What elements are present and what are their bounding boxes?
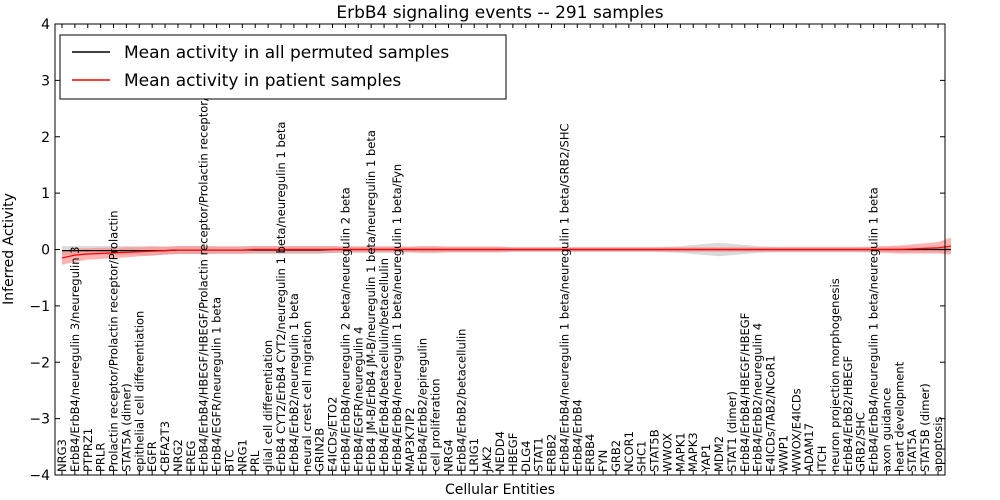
x-tick-label: WWP1: [776, 435, 790, 472]
y-ticks: −4 −3 −2 −1 0 1 2 3 4: [29, 17, 945, 484]
x-tick-label: GRB2/SHC: [854, 412, 868, 472]
x-tick-label: ErbB4/EGFR/neuregulin 1 beta: [210, 297, 224, 472]
x-tick-label: GRB2: [609, 440, 623, 472]
x-tick-label: EGFR: [145, 441, 159, 472]
plot-frame: [54, 23, 946, 476]
x-tick-label: axon guidance: [879, 388, 893, 472]
x-tick-label: MDM2: [712, 436, 726, 472]
x-tick-label: ErbB4/ErbB2/epiregulin: [416, 338, 430, 472]
x-tick-label: PRL: [248, 450, 262, 472]
x-tick-label: ErbB4/ErbB2/neuregulin 1 beta: [287, 293, 301, 472]
series-lines: [61, 245, 951, 259]
legend-box: [59, 34, 507, 100]
x-tick-label: GRIN2B: [313, 428, 327, 472]
y-tick-label: 4: [41, 17, 50, 33]
x-tick-label: BTC: [222, 450, 236, 472]
x-tick-label: STAT1 (dimer): [725, 391, 739, 472]
x-tick-label: NRG2: [171, 439, 185, 472]
x-tick-label: ErbB4/ErbB4/HBEGF/HBEGF: [738, 313, 752, 472]
x-tick-label: ERBB4: [583, 434, 597, 472]
y-tick-label: −1: [29, 299, 50, 315]
legend-label-permuted: Mean activity in all permuted samples: [124, 43, 449, 63]
x-tick-label: ErbB4/ErbB4/neuregulin 3/neuregulin 3: [68, 246, 82, 472]
y-tick-label: 0: [41, 243, 50, 259]
x-tick-label: ErbB4/ErbB4/neuregulin 2 beta/neuregulin…: [338, 187, 352, 472]
x-tick-label: NCOR1: [622, 431, 636, 472]
x-tick-label: Prolactin receptor/Prolactin receptor/Pr…: [107, 210, 121, 472]
y-tick-label: 2: [41, 130, 50, 146]
legend: Mean activity in all permuted samples Me…: [59, 34, 507, 100]
x-tick-label: JAK2: [480, 446, 494, 473]
confidence-bands: [62, 237, 951, 265]
x-tick-label: WWOX: [660, 433, 674, 472]
x-axis-label: Cellular Entities: [445, 482, 555, 498]
x-tick-label: ErbB4/ErbB4/neuregulin 1 beta/neuregulin…: [867, 187, 881, 472]
x-tick-label: ErbB4/ErbB4/neuregulin 1 beta/neuregulin…: [390, 164, 404, 472]
x-tick-label: ErbB4 JM-B/ErbB4 JM-B/neuregulin 1 beta/…: [364, 130, 378, 472]
x-tick-label: apoptosis: [931, 417, 945, 472]
x-tick-label: ErbB4/EGFR/neuregulin 4: [351, 327, 365, 472]
x-tick-label: MAP3K7IP2: [403, 407, 417, 472]
line-series-1: [61, 245, 951, 259]
x-tick-label: FYN: [596, 450, 610, 472]
x-tick-label: STAT5B: [648, 429, 662, 472]
x-tick-label: ErbB4/ErbB2/HBEGF: [841, 356, 855, 472]
x-tick-label: NRG3: [55, 439, 69, 472]
x-tick-label: E4ICDs/TAB2/NCoR1: [764, 355, 778, 472]
legend-label-patient: Mean activity in patient samples: [124, 71, 401, 91]
x-tick-label: ADAM17: [802, 423, 816, 472]
x-tick-label: neuron projection morphogenesis: [828, 278, 842, 472]
x-tick-label: HBEGF: [506, 433, 520, 472]
x-tick-label: NRG4: [441, 439, 455, 472]
x-tick-label: ErbB4/ErbB2/betacellulin: [454, 329, 468, 472]
x-tick-label: NRG1: [235, 439, 249, 472]
x-tick-label: DLG4: [519, 441, 533, 473]
x-tick-label: ErbB4/ErbB4: [570, 399, 584, 472]
x-tick-label: MAPK1: [673, 432, 687, 472]
x-tick-label: E4ICDs/ETO2: [326, 397, 340, 472]
x-tick-label: PRLR: [94, 443, 108, 472]
y-tick-label: 3: [41, 73, 50, 89]
x-tick-label: WWOX/E4ICDs: [789, 388, 803, 472]
x-tick-label: NEDD4: [493, 431, 507, 472]
x-tick-label: STAT5B (dimer): [918, 383, 932, 472]
chart-title: ErbB4 signaling events -- 291 samples: [336, 3, 663, 23]
x-tick-label: STAT1: [532, 437, 546, 472]
band-series-1: [62, 237, 951, 265]
x-tick-label: STAT5A (dimer): [119, 383, 133, 472]
x-tick-label: SHC1: [635, 441, 649, 472]
x-tick-label: ErbB4/ErbB4/betacellulin/betacellulin: [377, 258, 391, 472]
x-tick-label: neural crest cell migration: [300, 321, 314, 472]
x-tick-label: STAT5A: [905, 429, 919, 472]
x-tick-label: ErbB4/ErbB2/neuregulin 4: [751, 323, 765, 472]
y-tick-label: −3: [29, 412, 50, 428]
x-tick-label: LRIG1: [467, 438, 481, 472]
y-tick-label: 1: [41, 186, 50, 202]
x-tick-label: PTPRZ1: [81, 428, 95, 472]
x-tick-label: ITCH: [815, 446, 829, 472]
y-tick-label: −2: [29, 355, 50, 371]
x-tick-label: glial cell differentiation: [261, 340, 275, 472]
y-axis-label: Inferred Activity: [1, 193, 17, 305]
y-tick-label: −4: [29, 468, 50, 484]
x-tick-label: CBFA2T3: [158, 421, 172, 472]
x-tick-label: MAPK3: [686, 432, 700, 472]
x-tick-label: EREG: [184, 441, 198, 472]
x-tick-label: cell proliferation: [429, 378, 443, 472]
x-tick-label: ErbB4/ErbB4/neuregulin 1 beta/neuregulin…: [557, 123, 571, 472]
x-tick-label: ERBB2: [545, 434, 559, 472]
x-tick-label: heart development: [892, 361, 906, 472]
x-tick-label: YAP1: [699, 444, 713, 473]
x-tick-label: ErbB4/ErbB4/HBEGF/HBEGF/Prolactin recept…: [197, 47, 211, 472]
x-tick-label: epithelial cell differentiation: [132, 311, 146, 472]
x-tick-label: ErbB4 CYT2/ErbB4 CYT2/neuregulin 1 beta/…: [274, 122, 288, 472]
